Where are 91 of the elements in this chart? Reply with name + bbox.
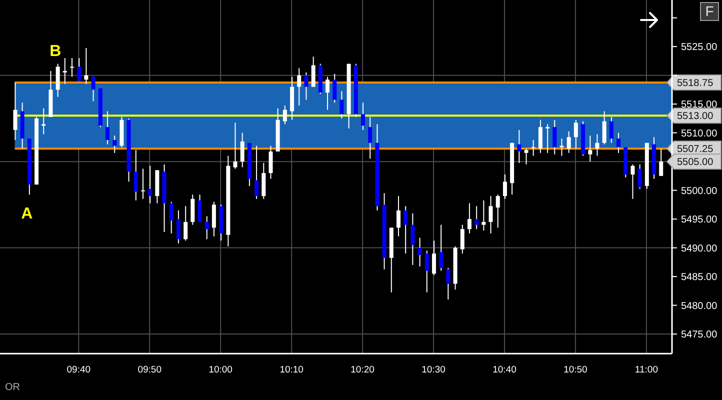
candlestick bbox=[62, 58, 67, 84]
x-tick-label: 10:10 bbox=[280, 364, 304, 376]
x-tick-label: 09:40 bbox=[66, 364, 91, 376]
candlestick bbox=[418, 237, 422, 267]
candlestick bbox=[602, 110, 606, 145]
candlestick bbox=[524, 148, 528, 165]
candlestick bbox=[134, 150, 138, 201]
x-tick-label: 10:50 bbox=[564, 364, 588, 376]
candlestick bbox=[396, 196, 401, 237]
candlestick bbox=[588, 135, 592, 162]
candlestick bbox=[496, 194, 500, 228]
candlestick bbox=[262, 162, 266, 200]
x-tick-label: 09:50 bbox=[138, 364, 162, 376]
y-tick-label: 5500.00 bbox=[681, 186, 718, 197]
y-tick-label: 5525.00 bbox=[681, 42, 718, 54]
candlestick bbox=[482, 200, 486, 232]
candlestick bbox=[70, 58, 74, 78]
candlestick bbox=[467, 202, 472, 234]
y-tick-label: 5515.00 bbox=[681, 100, 718, 111]
y-tick-label: 5510.00 bbox=[681, 128, 718, 140]
candlestick bbox=[112, 135, 117, 154]
candlestick bbox=[616, 132, 621, 154]
x-tick-label: 10:00 bbox=[208, 364, 232, 376]
candlestick bbox=[176, 210, 180, 244]
y-tick-label: 5495.00 bbox=[681, 214, 718, 226]
candlestick bbox=[13, 82, 18, 141]
candlestick bbox=[148, 165, 152, 204]
ref-line-label: 5507.25 bbox=[677, 144, 714, 156]
candlestick bbox=[56, 63, 60, 98]
candlestick bbox=[659, 148, 664, 176]
candlestick bbox=[304, 72, 308, 100]
candlestick bbox=[184, 206, 188, 242]
candlestick bbox=[502, 174, 507, 200]
candlestick bbox=[254, 145, 259, 200]
candlestick bbox=[439, 224, 444, 272]
candlestick bbox=[190, 194, 195, 226]
candlestick bbox=[531, 140, 536, 156]
y-tick-label: 5480.00 bbox=[681, 300, 718, 312]
candlestick bbox=[91, 76, 96, 102]
x-tick-label: 11:00 bbox=[634, 364, 658, 376]
y-tick-label: 5485.00 bbox=[681, 272, 718, 284]
candlestick bbox=[566, 130, 571, 154]
candlestick bbox=[326, 76, 330, 110]
y-tick-label: 5475.00 bbox=[681, 330, 718, 341]
candlestick bbox=[460, 224, 464, 254]
candlestick bbox=[42, 108, 46, 135]
candlestick bbox=[212, 201, 216, 237]
candlestick bbox=[233, 122, 238, 170]
candlestick bbox=[297, 68, 302, 106]
candlestick bbox=[474, 206, 479, 230]
candlestick bbox=[595, 134, 600, 156]
candlestick bbox=[552, 119, 557, 155]
candlestick bbox=[404, 206, 408, 254]
candlestick bbox=[77, 58, 82, 82]
candlestick bbox=[204, 216, 209, 240]
candlestick bbox=[517, 129, 522, 164]
ref-line-label: 5513.00 bbox=[677, 111, 714, 122]
candlestick bbox=[538, 119, 542, 154]
candlestick bbox=[282, 105, 287, 125]
annotation: 5505.00 bbox=[677, 157, 714, 168]
candlestick bbox=[638, 164, 642, 190]
candlestick bbox=[311, 56, 316, 88]
x-tick-label: 10:20 bbox=[350, 364, 374, 376]
candlestick bbox=[574, 119, 578, 150]
x-tick-label: 10:30 bbox=[422, 364, 446, 376]
candlestick bbox=[240, 132, 244, 168]
candlestick bbox=[332, 73, 337, 104]
candlestick bbox=[368, 116, 372, 160]
candlestick bbox=[198, 194, 202, 222]
annotation: B bbox=[50, 42, 62, 60]
candlestick bbox=[105, 110, 110, 145]
candlestick bbox=[268, 145, 273, 180]
annotation: A bbox=[21, 206, 34, 223]
candlestick bbox=[360, 102, 365, 130]
candlestick bbox=[84, 48, 88, 84]
y-tick-label: 5490.00 bbox=[681, 243, 718, 254]
candlestick bbox=[432, 240, 436, 276]
candlestick bbox=[546, 124, 550, 154]
candlestick bbox=[424, 250, 429, 293]
candlestick bbox=[630, 164, 635, 200]
candlestick bbox=[169, 201, 174, 234]
candlestick bbox=[340, 90, 344, 119]
candlestick bbox=[488, 196, 493, 234]
candlestick bbox=[609, 116, 614, 144]
candlestick bbox=[446, 267, 450, 300]
candlestick bbox=[410, 212, 415, 266]
text: OR bbox=[5, 382, 20, 394]
ref-line-label: 5518.75 bbox=[677, 78, 714, 90]
x-tick-label: 10:40 bbox=[492, 364, 516, 376]
candlestick bbox=[141, 168, 145, 200]
button: F bbox=[700, 2, 719, 21]
